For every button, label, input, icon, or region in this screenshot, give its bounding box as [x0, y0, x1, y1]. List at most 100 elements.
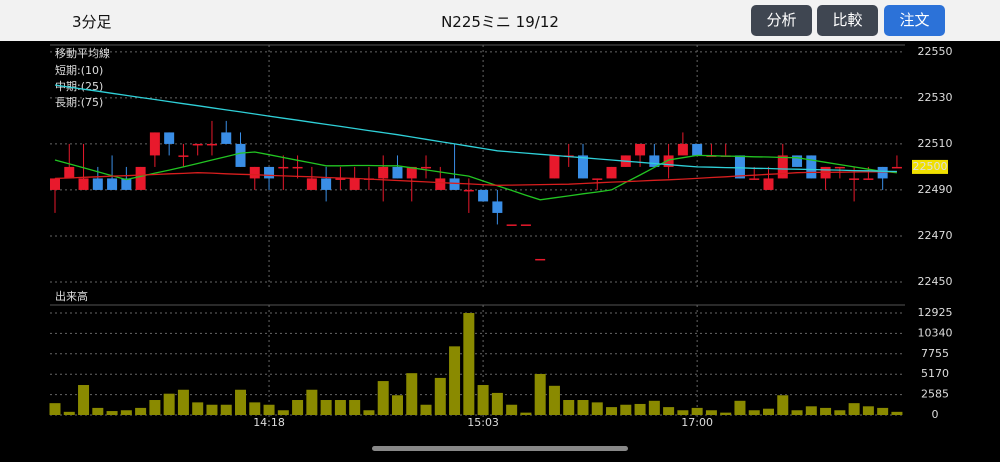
interval[interactable]: 3分足 [72, 13, 112, 31]
y-tick-label: 22530 [918, 91, 953, 104]
candle-body [78, 178, 89, 190]
candle-body [606, 166, 617, 179]
panel-title: 出来高 [55, 289, 88, 303]
y-tick-label: 22550 [918, 45, 953, 58]
legend-entry: 短期:(10) [55, 63, 103, 77]
volume-bar [820, 407, 832, 415]
volume-bar [734, 400, 746, 415]
x-tick-label: 14:18 [253, 416, 285, 429]
order-button[interactable]: 注文 [884, 5, 945, 36]
volume-bar [491, 392, 503, 415]
candle-body [92, 178, 103, 190]
candle-body [592, 178, 603, 180]
candle-body [663, 155, 674, 167]
candle-body [349, 178, 360, 190]
volume-bar [763, 408, 774, 415]
candle-body [107, 178, 118, 190]
volume-bar [220, 404, 232, 415]
volume-bar [292, 400, 304, 415]
candle-body [506, 224, 517, 226]
legend-entry: 長期:(75) [55, 96, 103, 109]
moving-average [54, 84, 897, 173]
volume-bar [677, 410, 689, 415]
volume-bar [363, 410, 375, 415]
candle-body [378, 166, 389, 179]
volume-bar [506, 404, 518, 415]
volume-bar [620, 404, 632, 415]
volume-bar [834, 410, 846, 415]
candle-body [406, 166, 417, 179]
candle-body [278, 166, 289, 169]
candle-body [635, 143, 646, 156]
volume-bar [663, 407, 675, 415]
y-tick-label: 22470 [918, 229, 953, 242]
moving-average [54, 170, 897, 186]
volume-bar [177, 389, 189, 415]
candle-body [335, 178, 346, 180]
volume-bar [106, 411, 118, 415]
volume-bar [420, 404, 432, 415]
candle-body [535, 258, 546, 261]
candle-body [249, 166, 260, 179]
x-tick-label: 17:00 [681, 416, 713, 429]
header: 3分足 N225ミニ 19/12 分析 比較 注文 [0, 0, 1000, 41]
candle-body [549, 155, 560, 179]
candle-body [135, 166, 146, 190]
candle-body [206, 143, 217, 146]
candle-body [306, 178, 317, 190]
volume-bar [520, 412, 532, 415]
volume-bar [377, 381, 389, 415]
volume-bar [705, 410, 717, 415]
analyze-button[interactable]: 分析 [751, 5, 812, 36]
candle-body [677, 143, 688, 156]
candle-body [235, 143, 246, 167]
candle-body [392, 166, 403, 179]
candle-body [891, 166, 902, 169]
candle-body [763, 178, 774, 190]
candle-body [292, 166, 303, 169]
candle-body [492, 201, 503, 213]
candle-body [649, 155, 660, 167]
volume-bar [277, 410, 289, 415]
volume-bar [63, 411, 75, 415]
candle-body [264, 166, 275, 179]
y-tick-label: 22510 [918, 137, 953, 150]
volume-bar [691, 407, 703, 415]
title: N225ミニ 19/12 [441, 13, 559, 31]
candle-body [834, 166, 845, 169]
candle-body [806, 155, 817, 179]
legend-title: 移動平均線 [55, 46, 110, 60]
volume-bar [463, 313, 475, 415]
volume-bar [848, 403, 860, 415]
volume-bar [720, 412, 732, 415]
candle-body [792, 155, 803, 167]
volume-bar [648, 400, 660, 415]
candle-body [178, 155, 189, 157]
volume-bar [577, 400, 589, 415]
volume-bar [877, 407, 889, 415]
candle-body [221, 132, 232, 144]
candle-body [321, 178, 332, 190]
y-tick-label: 22490 [918, 183, 953, 196]
candle-body [149, 132, 160, 156]
compare-button[interactable]: 比較 [817, 5, 878, 36]
y-tick-label: 5170 [921, 367, 949, 380]
candle-body [435, 178, 446, 190]
volume-bar [135, 407, 147, 415]
home-indicator [372, 446, 628, 451]
candle-body [777, 155, 788, 179]
volume-bar [862, 406, 874, 415]
volume-bar [120, 410, 132, 415]
candle-body [749, 178, 760, 180]
volume-bar [606, 407, 618, 415]
volume-bar [192, 402, 204, 415]
volume-bar [791, 410, 803, 415]
volume-bar [449, 346, 461, 415]
candle-body [734, 155, 745, 179]
volume-bar [391, 395, 403, 415]
y-tick-label: 0 [932, 408, 939, 421]
volume-bar [748, 410, 760, 415]
x-tick-label: 15:03 [467, 416, 499, 429]
volume-bar [349, 400, 361, 415]
